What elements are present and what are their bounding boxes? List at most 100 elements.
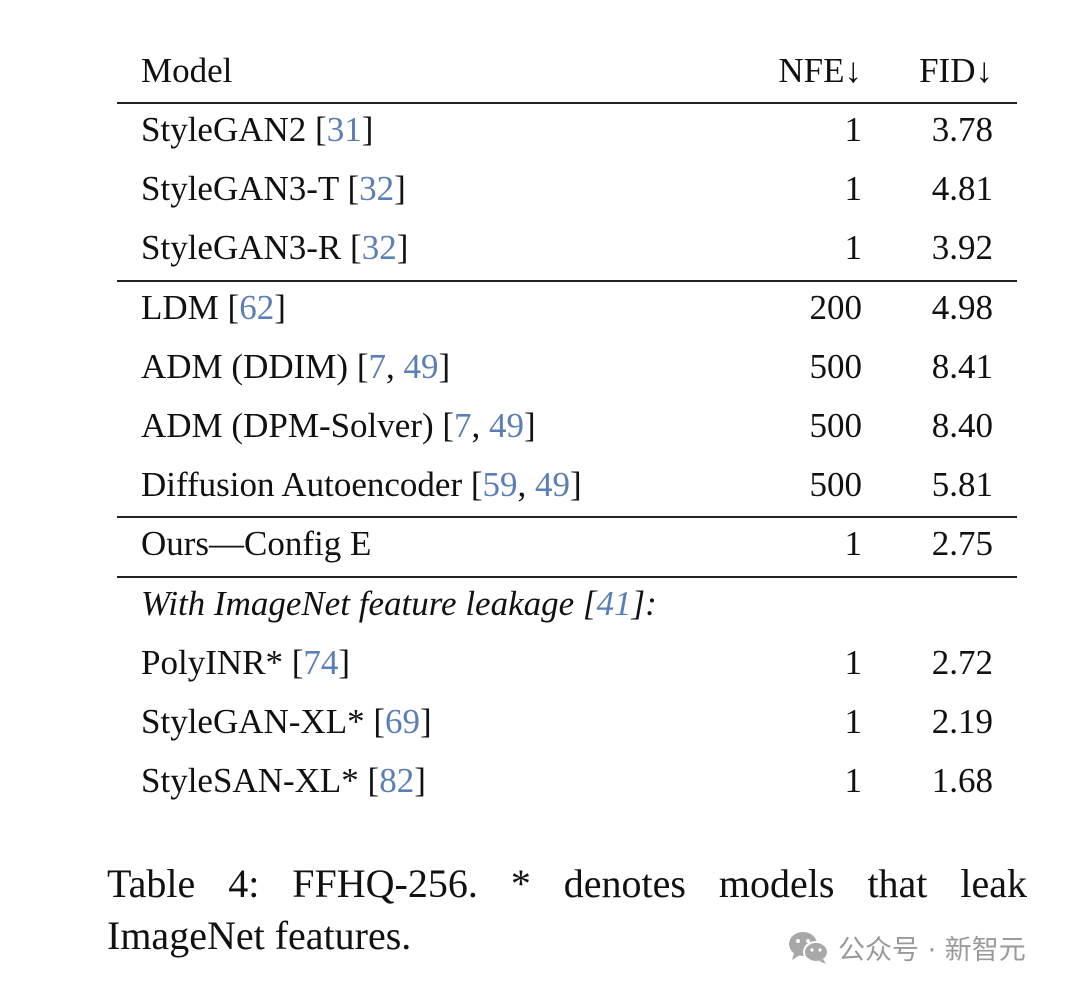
table-rule [117,102,1017,104]
citation-link[interactable]: 7 [454,406,472,445]
table-rule [117,575,1017,578]
bracket: [ [306,110,327,149]
leakage-text: With ImageNet feature leakage [141,583,575,623]
nfe-value: 500 [809,346,863,386]
header-nfe: NFE↓ [778,51,862,90]
nfe-value: 1 [844,524,863,564]
bracket: ] [274,287,286,327]
table-row: StyleGAN2 [31] 1 3.78 [117,100,1017,159]
nfe-value: 1 [844,169,863,209]
fid-value: 3.92 [931,228,993,268]
citation-link[interactable]: 49 [489,406,525,445]
bracket: ] [631,583,646,623]
nfe-value: 1 [844,761,863,801]
model-name: StyleGAN3-T [141,169,339,209]
leakage-label: With ImageNet feature leakage [41]: [141,574,657,633]
table-row: StyleGAN3-R [32] 1 3.92 [117,218,1017,277]
fid-value: 2.72 [931,642,993,682]
citation-link[interactable]: 49 [403,346,439,386]
bracket: ] [361,110,374,149]
bracket: ] [396,228,409,268]
nfe-value: 500 [809,465,863,505]
model-cell: Diffusion Autoencoder [59, 49] [141,455,582,514]
bracket: [ [433,406,455,445]
nfe-value: 1 [844,110,863,149]
fid-value: 8.40 [931,406,993,445]
model-name: StyleGAN2 [141,110,307,149]
table-rule [117,516,1017,519]
model-cell: StyleSAN-XL* [82] [141,751,426,810]
bracket: ] [438,346,451,386]
bracket: ] [394,169,406,209]
table-row: StyleSAN-XL* [82] 1 1.68 [117,751,1017,810]
citation-link[interactable]: 69 [385,702,420,741]
model-cell: ADM (DDIM) [7, 49] [141,337,450,396]
watermark-text: 公众号 · 新智元 [838,935,1026,966]
model-cell: LDM [62] [141,278,286,337]
model-cell: PolyINR* [74] [141,633,350,692]
model-cell: StyleGAN3-R [32] [141,218,408,277]
bracket: [ [218,287,240,327]
table-rule [117,279,1017,282]
model-name: Diffusion Autoencoder [141,465,463,505]
citation-link[interactable]: 59 [482,465,518,505]
bracket: ] [524,406,536,445]
nfe-value: 1 [844,642,863,682]
table-row: StyleGAN-XL* [69] 1 2.19 [117,692,1017,751]
citation-link[interactable]: 49 [535,465,571,505]
fid-value: 2.75 [931,524,993,564]
table-header: Model NFE↓ FID↓ [117,41,1017,100]
leakage-suffix: : [645,583,657,623]
header-fid: FID↓ [919,51,993,90]
nfe-value: 1 [844,702,863,741]
citation-link[interactable]: 32 [359,169,395,209]
wechat-icon [789,931,829,964]
table-row: LDM [62] 200 4.98 [117,278,1017,337]
fid-value: 3.78 [931,110,993,149]
fid-value: 1.68 [931,761,993,801]
watermark: 公众号 · 新智元 [788,928,1026,967]
bracket: ] [338,642,351,682]
bracket: [ [341,228,362,268]
citation-link[interactable]: 62 [239,287,275,327]
citation-link[interactable]: 31 [326,110,362,149]
nfe-value: 1 [844,228,863,268]
fid-value: 2.19 [931,702,993,741]
model-cell: ADM (DPM-Solver) [7, 49] [141,396,536,455]
table-caption: Table 4: FFHQ-256. * denotes models that… [107,861,1027,958]
citation-link[interactable]: 7 [368,346,386,386]
nfe-value: 200 [809,287,863,327]
fid-value: 4.98 [931,287,993,327]
model-name: LDM [141,287,219,327]
bracket: [ [282,642,304,682]
table-row: StyleGAN3-T [32] 1 4.81 [117,159,1017,218]
citation-link[interactable]: 82 [379,761,415,801]
citation-link[interactable]: 41 [596,583,632,623]
fid-value: 8.41 [931,346,993,386]
bracket: [ [338,169,360,209]
separator: , [471,406,490,445]
separator: , [517,465,536,505]
table-row: ADM (DDIM) [7, 49] 500 8.41 [117,337,1017,396]
table-row: Diffusion Autoencoder [59, 49] 500 5.81 [117,455,1017,514]
model-cell: StyleGAN3-T [32] [141,159,406,218]
model-name: Ours—Config E [141,524,372,564]
model-name: ADM (DDIM) [141,346,349,386]
bracket: [ [462,465,483,505]
table-row: PolyINR* [74] 1 2.72 [117,633,1017,692]
fid-value: 4.81 [931,169,993,209]
table-row: Ours—Config E 1 2.75 [117,514,1017,573]
model-name: ADM (DPM-Solver) [141,406,434,445]
citation-link[interactable]: 32 [361,228,397,268]
bracket: ] [414,761,426,801]
model-name: StyleSAN-XL* [141,761,359,801]
model-name: StyleGAN3-R [141,228,342,268]
model-name: PolyINR* [141,642,283,682]
citation-link[interactable]: 74 [303,642,339,682]
bracket: [ [348,346,369,386]
bracket: [ [364,702,385,741]
nfe-value: 500 [809,406,863,445]
leakage-label-row: With ImageNet feature leakage [41]: [117,574,1017,633]
model-cell: Ours—Config E [141,514,371,573]
model-cell: StyleGAN-XL* [69] [141,692,432,751]
